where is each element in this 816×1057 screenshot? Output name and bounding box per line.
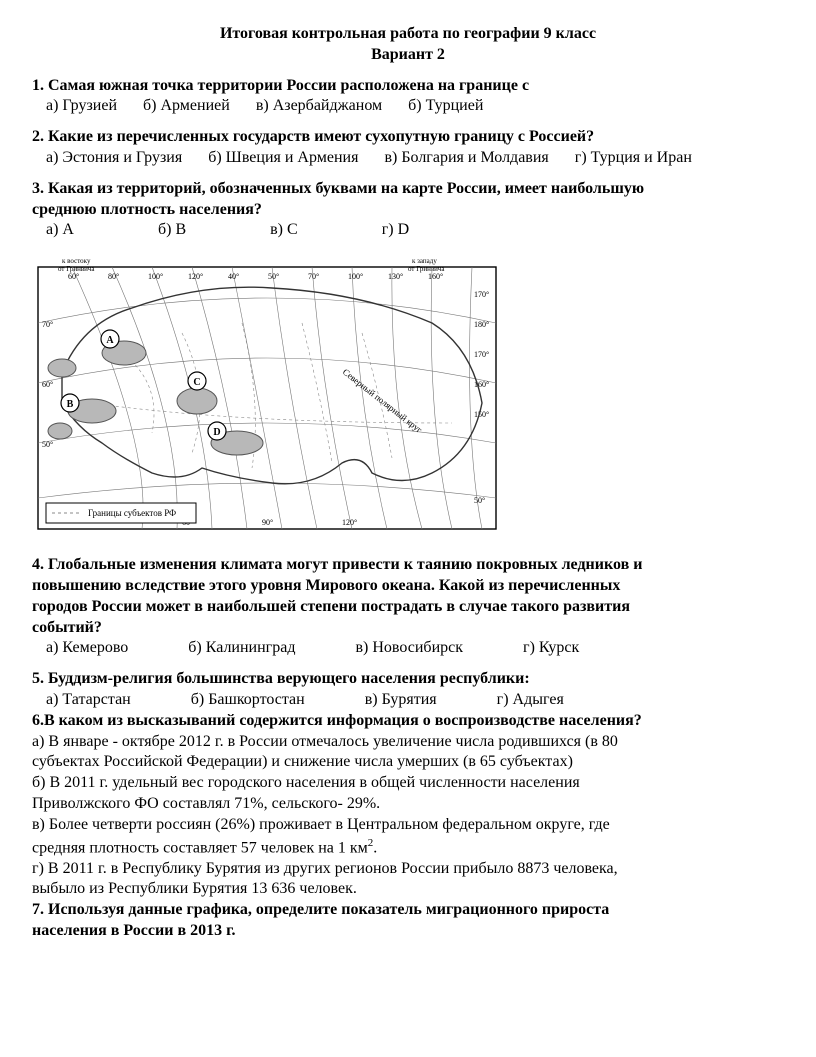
russia-map-svg: к востоку от Гринвича к западу от Гринви… — [32, 253, 502, 543]
svg-text:B: B — [67, 399, 74, 410]
svg-text:130°: 130° — [388, 272, 403, 281]
q5-options: а) Татарстан б) Башкортостан в) Бурятия … — [46, 690, 784, 711]
q4-opt-c: в) Новосибирск — [355, 639, 463, 656]
svg-text:170°: 170° — [474, 290, 489, 299]
q1-text: Самая южная точка территории России расп… — [48, 77, 529, 94]
q7-text-l2: населения в России в 2013 г. — [32, 921, 784, 942]
q3-opt-b: б) В — [158, 221, 186, 238]
q5-opt-b: б) Башкортостан — [191, 691, 305, 708]
svg-text:180°: 180° — [474, 320, 489, 329]
q4-text-l2: повышению вследствие этого уровня Мирово… — [32, 576, 784, 597]
q4-opt-d: г) Курск — [523, 639, 579, 656]
q1-num: 1. — [32, 77, 44, 94]
q6-opt-b-l1: б) В 2011 г. удельный вес городского нас… — [32, 773, 784, 794]
q4-text-l4: событий? — [32, 618, 784, 639]
q5-text: Буддизм-религия большинства верующего на… — [48, 670, 530, 687]
map-top-left-label: к востоку — [62, 257, 91, 265]
svg-text:120°: 120° — [188, 272, 203, 281]
q1-options: а) Грузией б) Арменией в) Азербайджаном … — [46, 96, 784, 117]
russia-map-figure: к востоку от Гринвича к западу от Гринви… — [32, 253, 784, 543]
q2-text: Какие из перечисленных государств имеют … — [48, 128, 594, 145]
svg-text:50°: 50° — [268, 272, 279, 281]
svg-text:60°: 60° — [68, 272, 79, 281]
question-7: 7. Используя данные графика, определите … — [32, 900, 784, 942]
q5-opt-d: г) Адыгея — [497, 691, 564, 708]
q4-options: а) Кемерово б) Калининград в) Новосибирс… — [46, 638, 784, 659]
q5-opt-c: в) Бурятия — [365, 691, 437, 708]
q6-opt-b-l2: Приволжского ФО составлял 71%, сельского… — [32, 794, 784, 815]
q1-opt-b: б) Арменией — [143, 97, 230, 114]
q3-opt-d: г) D — [382, 221, 409, 238]
q4-text-l1: Глобальные изменения климата могут приве… — [48, 556, 642, 573]
svg-text:A: A — [106, 335, 114, 346]
q6-opt-c-l1: в) Более четверти россиян (26%) проживае… — [32, 815, 784, 836]
svg-text:D: D — [213, 427, 220, 438]
question-4: 4. Глобальные изменения климата могут пр… — [32, 555, 784, 659]
svg-text:40°: 40° — [228, 272, 239, 281]
svg-text:160°: 160° — [428, 272, 443, 281]
svg-text:50°: 50° — [42, 440, 53, 449]
q4-opt-b: б) Калининград — [188, 639, 295, 656]
q4-opt-a: а) Кемерово — [46, 639, 128, 656]
page-title: Итоговая контрольная работа по географии… — [32, 24, 784, 45]
q6-num: 6. — [32, 712, 44, 729]
q3-options: а) А б) В в) С г) D — [46, 220, 784, 241]
q2-opt-c: в) Болгария и Молдавия — [384, 149, 548, 166]
question-5: 5. Буддизм-религия большинства верующего… — [32, 669, 784, 711]
question-3: 3. Какая из территорий, обозначенных бук… — [32, 179, 784, 241]
svg-text:70°: 70° — [42, 320, 53, 329]
q6-opt-a-l1: а) В январе - октябре 2012 г. в России о… — [32, 732, 784, 753]
svg-text:70°: 70° — [308, 272, 319, 281]
q6-opt-c-l2: средняя плотность составляет 57 человек … — [32, 836, 784, 859]
question-2: 2. Какие из перечисленных государств име… — [32, 127, 784, 169]
q3-text-l1: Какая из территорий, обозначенных буквам… — [48, 180, 644, 197]
q6-opt-d-l2: выбыло из Республики Бурятия 13 636 чело… — [32, 879, 784, 900]
q5-num: 5. — [32, 670, 44, 687]
svg-text:C: C — [193, 377, 200, 388]
q6-text: В каком из высказываний содержится инфор… — [44, 712, 642, 729]
q5-opt-a: а) Татарстан — [46, 691, 131, 708]
q6-opt-a-l2: субъектах Российской Федерации) и снижен… — [32, 752, 784, 773]
q6-opt-d-l1: г) В 2011 г. в Республику Бурятия из дру… — [32, 859, 784, 880]
q2-opt-b: б) Швеция и Армения — [208, 149, 358, 166]
map-top-right-label: к западу — [412, 257, 437, 265]
q1-opt-d: б) Турцией — [408, 97, 483, 114]
q3-opt-c: в) С — [270, 221, 298, 238]
q2-opt-a: а) Эстония и Грузия — [46, 149, 182, 166]
q4-text-l3: городов России может в наибольшей степен… — [32, 597, 784, 618]
q3-num: 3. — [32, 180, 44, 197]
svg-text:150°: 150° — [474, 410, 489, 419]
q2-num: 2. — [32, 128, 44, 145]
question-6: 6.В каком из высказываний содержится инф… — [32, 711, 784, 901]
q3-opt-a: а) А — [46, 221, 74, 238]
q7-text-l1: Используя данные графика, определите пок… — [48, 901, 609, 918]
q2-options: а) Эстония и Грузия б) Швеция и Армения … — [46, 148, 784, 169]
variant-label: Вариант 2 — [32, 45, 784, 66]
q4-num: 4. — [32, 556, 44, 573]
svg-text:90°: 90° — [262, 518, 273, 527]
map-legend: Границы субъектов РФ — [46, 503, 196, 523]
q7-num: 7. — [32, 901, 44, 918]
svg-text:Границы субъектов РФ: Границы субъектов РФ — [88, 508, 176, 518]
q1-opt-c: в) Азербайджаном — [256, 97, 382, 114]
q2-opt-d: г) Турция и Иран — [575, 149, 692, 166]
svg-text:50°: 50° — [474, 496, 485, 505]
svg-text:100°: 100° — [348, 272, 363, 281]
svg-text:100°: 100° — [148, 272, 163, 281]
q3-text-l2: среднюю плотность населения? — [32, 200, 784, 221]
q1-opt-a: а) Грузией — [46, 97, 117, 114]
svg-text:120°: 120° — [342, 518, 357, 527]
svg-text:80°: 80° — [108, 272, 119, 281]
question-1: 1. Самая южная точка территории России р… — [32, 76, 784, 118]
svg-text:60°: 60° — [42, 380, 53, 389]
svg-text:170°: 170° — [474, 350, 489, 359]
